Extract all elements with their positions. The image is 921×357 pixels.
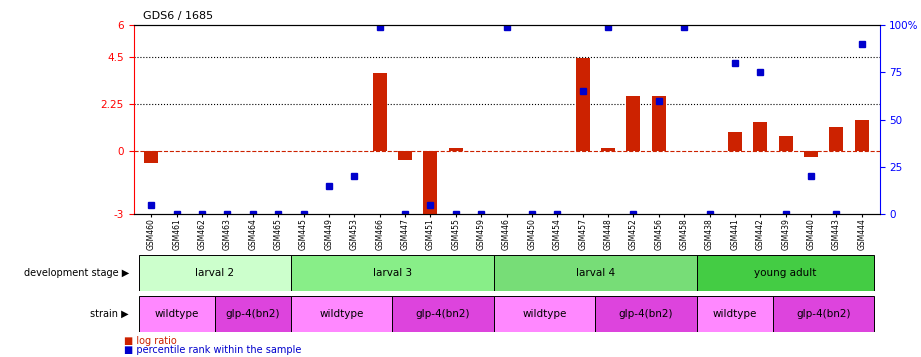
Bar [424,151,437,225]
Bar [398,151,412,160]
Bar [804,151,818,157]
Bar [753,122,767,151]
Bar [215,296,291,332]
Text: strain ▶: strain ▶ [90,309,129,319]
Text: larval 3: larval 3 [373,268,412,278]
Bar [494,255,697,291]
Bar [291,296,392,332]
Bar [373,73,387,151]
Text: wildtype: wildtype [522,309,566,319]
Text: wildtype: wildtype [155,309,199,319]
Bar [139,255,291,291]
Bar [778,136,793,151]
Text: glp-4(bn2): glp-4(bn2) [797,309,851,319]
Text: larval 2: larval 2 [195,268,234,278]
Text: development stage ▶: development stage ▶ [24,268,129,278]
Bar [449,148,462,151]
Text: wildtype: wildtype [320,309,364,319]
Text: glp-4(bn2): glp-4(bn2) [416,309,471,319]
Bar [830,127,844,151]
Bar [652,96,666,151]
Bar [291,255,494,291]
Bar [494,296,595,332]
Text: larval 4: larval 4 [576,268,615,278]
Bar [601,148,615,151]
Bar [139,296,215,332]
Bar [392,296,494,332]
Bar [626,96,640,151]
Bar [773,296,874,332]
Text: glp-4(bn2): glp-4(bn2) [226,309,280,319]
Text: glp-4(bn2): glp-4(bn2) [619,309,673,319]
Bar [697,255,874,291]
Text: ■ log ratio: ■ log ratio [124,336,177,346]
Bar [728,132,742,151]
Bar [855,120,869,151]
Bar [145,151,158,163]
Text: GDS6 / 1685: GDS6 / 1685 [143,11,213,21]
Bar [697,296,773,332]
Text: ■ percentile rank within the sample: ■ percentile rank within the sample [124,345,302,355]
Text: wildtype: wildtype [713,309,757,319]
Bar [576,57,589,151]
Text: young adult: young adult [754,268,817,278]
Bar [595,296,697,332]
